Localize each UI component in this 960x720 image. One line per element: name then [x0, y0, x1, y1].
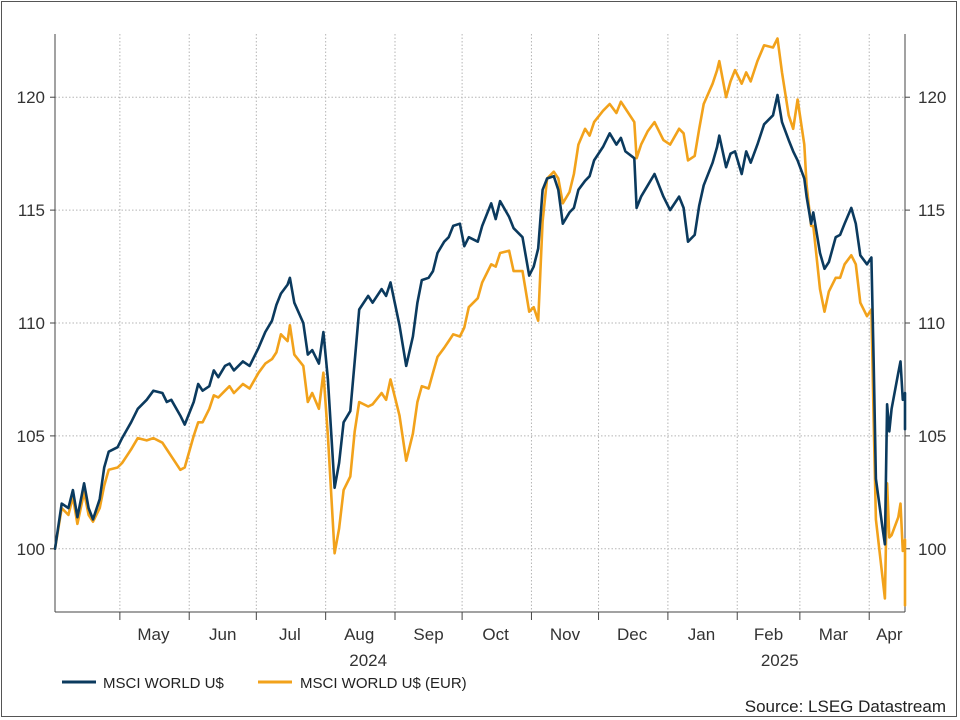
x-tick-label: Jan	[688, 625, 715, 644]
y-tick-label-right: 105	[918, 427, 946, 446]
series-line-msci-world-usd	[53, 93, 907, 551]
legend: MSCI WORLD U$ MSCI WORLD U$ (EUR)	[62, 675, 467, 692]
x-tick-label: Jun	[209, 625, 236, 644]
x-tick-label: Sep	[413, 625, 443, 644]
y-tick-label-left: 105	[17, 427, 45, 446]
y-tick-label-right: 120	[918, 88, 946, 107]
axes	[50, 34, 910, 620]
series-line-msci-world-usd-eur	[53, 37, 907, 607]
legend-label-msci-world-usd-eur: MSCI WORLD U$ (EUR)	[300, 675, 467, 692]
x-tick-label: Nov	[550, 625, 581, 644]
y-tick-label-right: 115	[918, 201, 945, 220]
source-note: Source: LSEG Datastream	[745, 697, 946, 716]
x-tick-label: Jul	[279, 625, 301, 644]
x-tick-label: Apr	[876, 625, 903, 644]
y-tick-label-left: 120	[17, 88, 45, 107]
x-tick-label: Mar	[819, 625, 849, 644]
series-layer	[53, 37, 907, 607]
legend-label-msci-world-usd: MSCI WORLD U$	[103, 675, 225, 692]
year-label: 2024	[349, 651, 387, 670]
x-tick-label: Aug	[344, 625, 374, 644]
y-tick-label-left: 110	[18, 314, 45, 333]
y-tick-label-right: 100	[918, 540, 946, 559]
x-tick-label: Dec	[617, 625, 648, 644]
x-tick-label: Oct	[482, 625, 509, 644]
x-tick-label: May	[137, 625, 170, 644]
year-label: 2025	[761, 651, 799, 670]
y-tick-label-right: 110	[918, 314, 945, 333]
gridlines	[55, 34, 905, 612]
y-tick-label-left: 100	[17, 540, 45, 559]
y-tick-label-left: 115	[18, 201, 45, 220]
tick-labels: 100 100 105 105 110 110 115 115 120 120 May Jun Jul A…	[17, 88, 947, 670]
x-tick-label: Feb	[754, 625, 783, 644]
